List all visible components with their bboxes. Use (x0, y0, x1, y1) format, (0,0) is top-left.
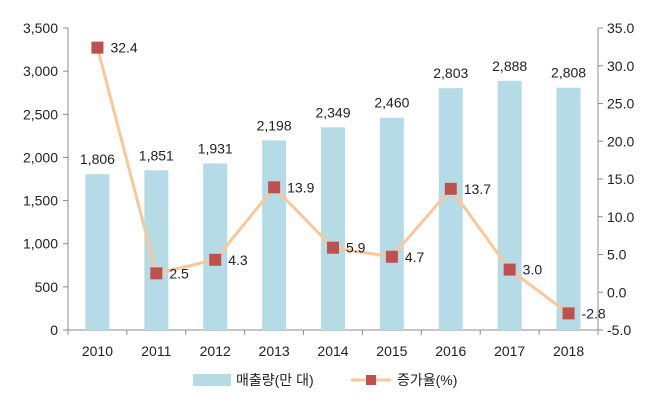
growth-marker (209, 253, 222, 266)
growth-value-label: 13.7 (464, 181, 491, 197)
left-tick-label: 1,500 (23, 193, 58, 209)
x-tick-label: 2016 (435, 343, 466, 359)
bar (556, 87, 581, 330)
x-tick-label: 2010 (82, 343, 113, 359)
left-tick-label: 1,000 (23, 236, 58, 252)
line-series-growth (91, 41, 575, 320)
right-tick-label: 5.0 (607, 247, 627, 263)
growth-value-label: 4.7 (405, 249, 425, 265)
data-labels: 1,806 1,851 1,931 2,198 2,349 2,460 2,803 2,888… (80, 40, 606, 322)
right-tick-label: 15.0 (607, 171, 634, 187)
right-tick-label: -5.0 (607, 322, 631, 338)
bar (262, 140, 287, 330)
growth-value-label: -2.8 (582, 305, 606, 321)
growth-marker (91, 41, 104, 54)
growth-value-label: 13.9 (287, 179, 314, 195)
bar-value-label: 2,349 (315, 104, 350, 120)
x-tick-label: 2014 (317, 343, 348, 359)
x-tick-label: 2013 (259, 343, 290, 359)
bar (321, 127, 345, 331)
right-tick-label: 10.0 (607, 209, 634, 225)
bar (497, 80, 522, 330)
bar-value-label: 1,806 (80, 151, 115, 167)
bar (203, 163, 228, 330)
right-tick-label: 25.0 (607, 96, 634, 112)
growth-marker (444, 182, 457, 195)
growth-marker (268, 181, 281, 194)
legend-swatch-growth-marker (366, 375, 376, 385)
x-tick-label: 2017 (494, 343, 525, 359)
growth-value-label: 2.5 (169, 265, 189, 281)
left-tick-label: 3,000 (23, 63, 58, 79)
legend-swatch-sales (193, 374, 231, 386)
growth-marker (385, 250, 398, 263)
x-tick-label: 2011 (141, 343, 171, 359)
left-tick-label: 2,500 (23, 106, 58, 122)
right-tick-label: 0.0 (607, 284, 627, 300)
growth-value-label: 4.3 (228, 252, 248, 268)
bar-value-label: 1,851 (139, 147, 174, 163)
legend-label-growth: 증가율(%) (397, 372, 457, 388)
left-tick-label: 0 (50, 322, 58, 338)
bar-value-label: 2,460 (374, 95, 409, 111)
bar-value-label: 2,803 (433, 65, 468, 81)
growth-marker (503, 263, 516, 276)
growth-value-label: 5.9 (346, 240, 366, 256)
bar (144, 170, 169, 330)
bar-value-label: 2,888 (492, 58, 527, 74)
growth-value-label: 3.0 (523, 262, 543, 278)
left-tick-label: 3,500 (23, 20, 58, 36)
right-tick-label: 30.0 (607, 58, 634, 74)
legend: 매출량(만 대) 증가율(%) (193, 372, 457, 388)
growth-marker (150, 267, 163, 280)
bar (379, 117, 404, 330)
growth-marker (327, 241, 339, 254)
legend-label-sales: 매출량(만 대) (236, 372, 314, 388)
x-tick-label: 2012 (200, 343, 231, 359)
right-tick-label: 20.0 (607, 133, 634, 149)
bar-value-label: 2,198 (257, 117, 292, 133)
axes: 0 500 1,000 1,500 2,000 2,500 3,000 3,500 -5.0 0.… (23, 20, 635, 359)
x-tick-label: 2015 (376, 343, 407, 359)
right-tick-label: 35.0 (607, 20, 634, 36)
bar-series-sales (85, 80, 581, 331)
left-tick-label: 2,000 (23, 149, 58, 165)
x-tick-label: 2018 (553, 343, 584, 359)
bar-value-label: 1,931 (198, 140, 233, 156)
bar (85, 174, 110, 330)
growth-marker (562, 307, 575, 320)
left-tick-label: 500 (35, 279, 59, 295)
bar (438, 88, 463, 330)
growth-value-label: 32.4 (110, 40, 137, 56)
bar-value-label: 2,808 (551, 65, 586, 81)
